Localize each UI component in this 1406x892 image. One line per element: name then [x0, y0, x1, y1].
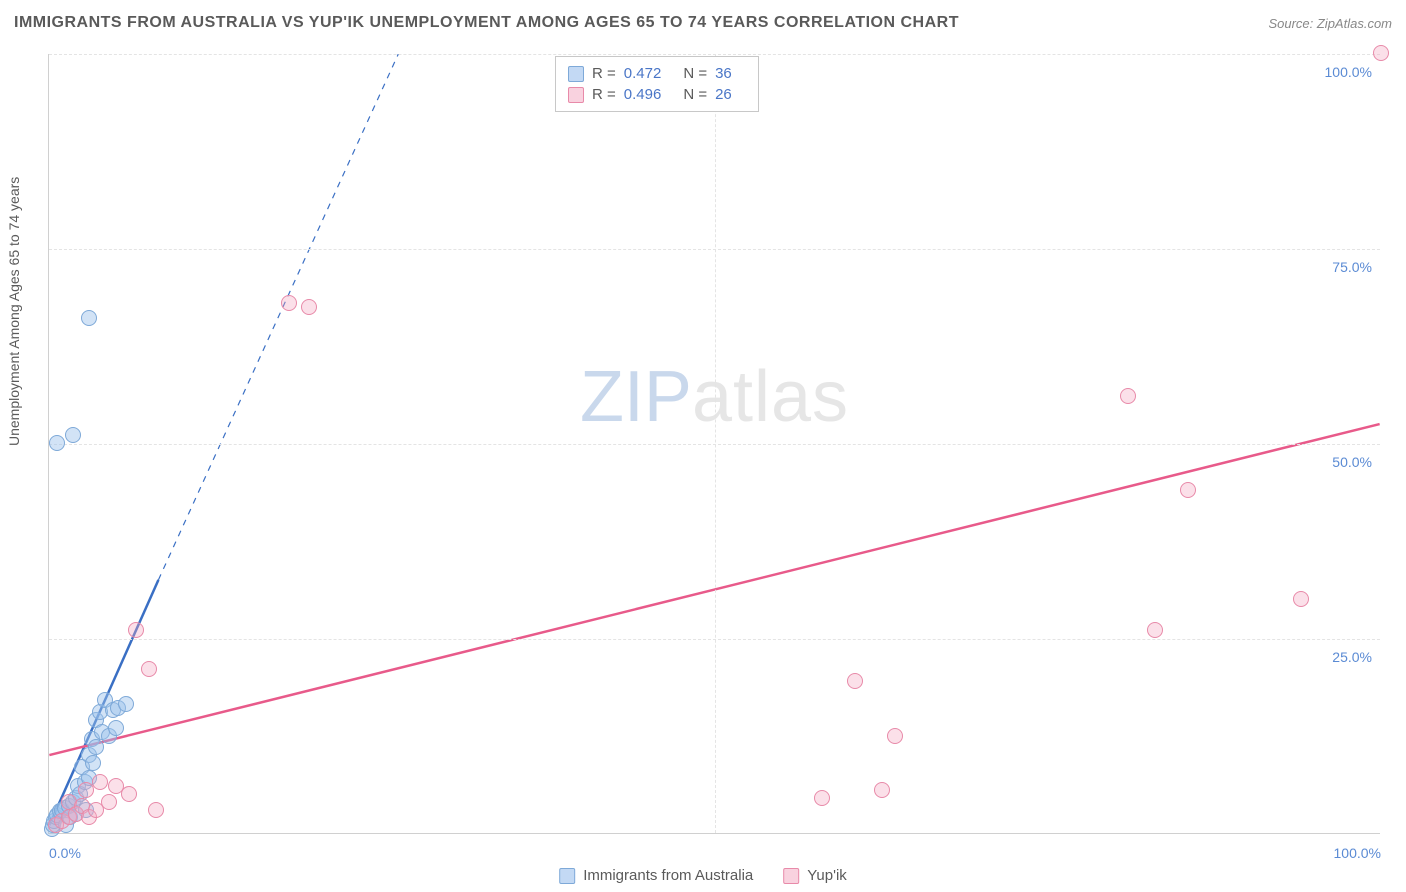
data-point-blue [81, 310, 97, 326]
r-value: 0.496 [624, 86, 662, 103]
legend-stat-row: R = 0.472 N = 36 [568, 63, 746, 84]
legend-swatch-blue [559, 868, 575, 884]
data-point-pink [887, 728, 903, 744]
legend-item: Immigrants from Australia [559, 867, 753, 884]
legend-swatch-blue [568, 66, 584, 82]
data-point-pink [847, 673, 863, 689]
legend-label: Yup'ik [807, 867, 847, 884]
scatter-plot: ZIPatlas 25.0%50.0%75.0%100.0%0.0%100.0% [48, 54, 1380, 834]
data-point-pink [128, 622, 144, 638]
r-value: 0.472 [624, 65, 662, 82]
data-point-pink [1293, 591, 1309, 607]
n-value: 36 [715, 65, 732, 82]
n-label: N = [683, 65, 707, 82]
data-point-blue [65, 427, 81, 443]
legend-swatch-pink [783, 868, 799, 884]
data-point-pink [281, 295, 297, 311]
data-point-pink [1180, 482, 1196, 498]
n-value: 26 [715, 86, 732, 103]
n-label: N = [683, 86, 707, 103]
legend-item: Yup'ik [783, 867, 847, 884]
data-point-pink [141, 661, 157, 677]
data-point-pink [301, 299, 317, 315]
series-legend: Immigrants from Australia Yup'ik [559, 867, 847, 884]
watermark-part-1: ZIP [580, 357, 692, 437]
data-point-blue [108, 720, 124, 736]
x-tick-label: 100.0% [1334, 845, 1381, 861]
legend-stat-row: R = 0.496 N = 26 [568, 84, 746, 105]
legend-label: Immigrants from Australia [583, 867, 753, 884]
data-point-pink [874, 782, 890, 798]
x-tick-label: 0.0% [49, 845, 81, 861]
data-point-pink [814, 790, 830, 806]
data-point-pink [148, 802, 164, 818]
data-point-blue [118, 696, 134, 712]
data-point-pink [1373, 45, 1389, 61]
data-point-pink [101, 794, 117, 810]
title-bar: IMMIGRANTS FROM AUSTRALIA VS YUP'IK UNEM… [14, 14, 1392, 32]
y-tick-label: 25.0% [1332, 649, 1372, 665]
r-label: R = [592, 65, 616, 82]
trendline-ext-blue [158, 54, 401, 580]
y-tick-label: 50.0% [1332, 454, 1372, 470]
legend-swatch-pink [568, 87, 584, 103]
data-point-blue [85, 755, 101, 771]
data-point-blue [49, 435, 65, 451]
data-point-blue [88, 739, 104, 755]
y-tick-label: 100.0% [1325, 64, 1372, 80]
data-point-pink [92, 774, 108, 790]
y-axis-title: Unemployment Among Ages 65 to 74 years [6, 177, 22, 446]
data-point-pink [1147, 622, 1163, 638]
source-label: Source: ZipAtlas.com [1268, 16, 1392, 31]
data-point-pink [121, 786, 137, 802]
correlation-legend: R = 0.472 N = 36 R = 0.496 N = 26 [555, 56, 759, 112]
gridline-vertical [715, 54, 716, 833]
data-point-pink [1120, 388, 1136, 404]
y-tick-label: 75.0% [1332, 259, 1372, 275]
r-label: R = [592, 86, 616, 103]
chart-title: IMMIGRANTS FROM AUSTRALIA VS YUP'IK UNEM… [14, 14, 959, 32]
